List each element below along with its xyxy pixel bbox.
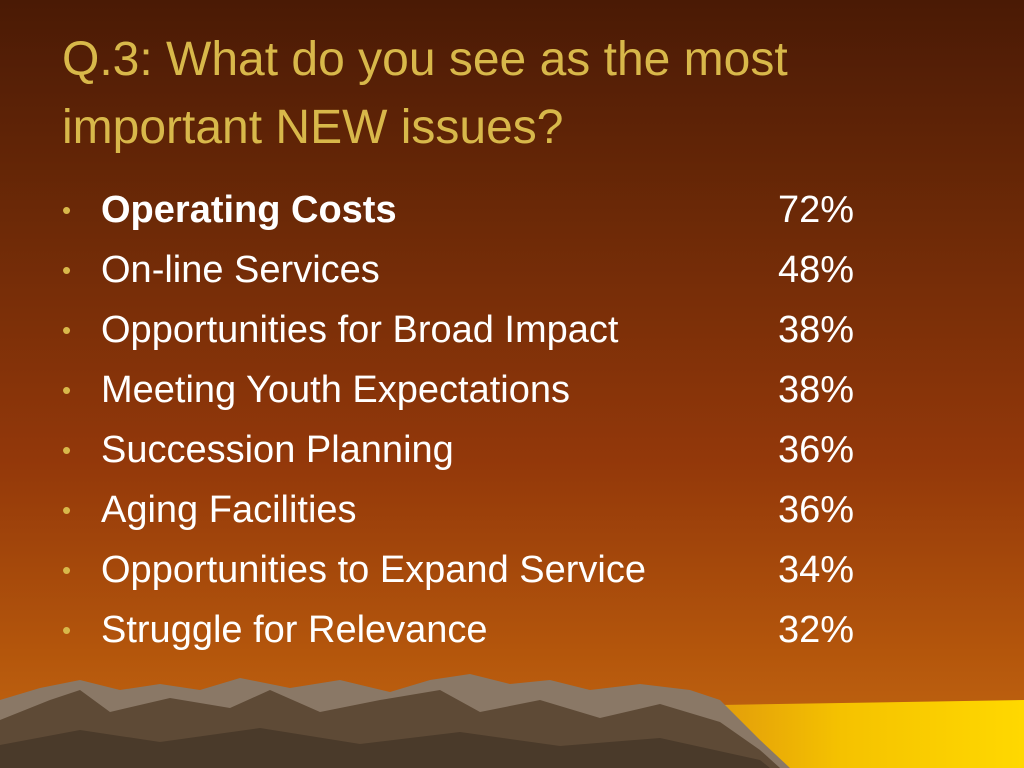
item-label: Opportunities to Expand Service [101, 549, 646, 591]
list-item: • Operating Costs 72% [62, 180, 922, 240]
bullet: • [62, 195, 72, 225]
item-label: Operating Costs [101, 189, 397, 231]
item-label: Meeting Youth Expectations [101, 369, 571, 411]
list-item: • Opportunities to Expand Service 34% [62, 540, 922, 600]
bullet-list: • Operating Costs 72% • On-line Services 48% •… [62, 180, 922, 660]
bullet: • [62, 615, 72, 645]
bullet: • [62, 495, 72, 525]
item-value: 72% [778, 189, 855, 231]
item-label: On-line Services [101, 249, 380, 291]
bullet: • [62, 435, 72, 465]
bullet: • [62, 375, 72, 405]
item-label: Succession Planning [101, 429, 454, 471]
item-value: 32% [778, 609, 855, 651]
item-value: 36% [778, 489, 855, 531]
item-label: Struggle for Relevance [101, 609, 488, 651]
slide-title: Q.3: What do you see as the most importa… [62, 33, 788, 154]
bullet: • [62, 315, 72, 345]
bullet: • [62, 255, 72, 285]
item-label: Opportunities for Broad Impact [101, 309, 619, 351]
item-value: 48% [778, 249, 855, 291]
item-value: 38% [778, 309, 855, 351]
list-item: • Aging Facilities 36% [62, 480, 922, 540]
item-value: 38% [778, 369, 855, 411]
item-value: 36% [778, 429, 855, 471]
list-item: • Meeting Youth Expectations 38% [62, 360, 922, 420]
item-label: Aging Facilities [101, 489, 357, 531]
list-item: • Succession Planning 36% [62, 420, 922, 480]
list-item: • Opportunities for Broad Impact 38% [62, 300, 922, 360]
bullet: • [62, 555, 72, 585]
list-item: • On-line Services 48% [62, 240, 922, 300]
item-value: 34% [778, 549, 855, 591]
list-item: • Struggle for Relevance 32% [62, 600, 922, 660]
